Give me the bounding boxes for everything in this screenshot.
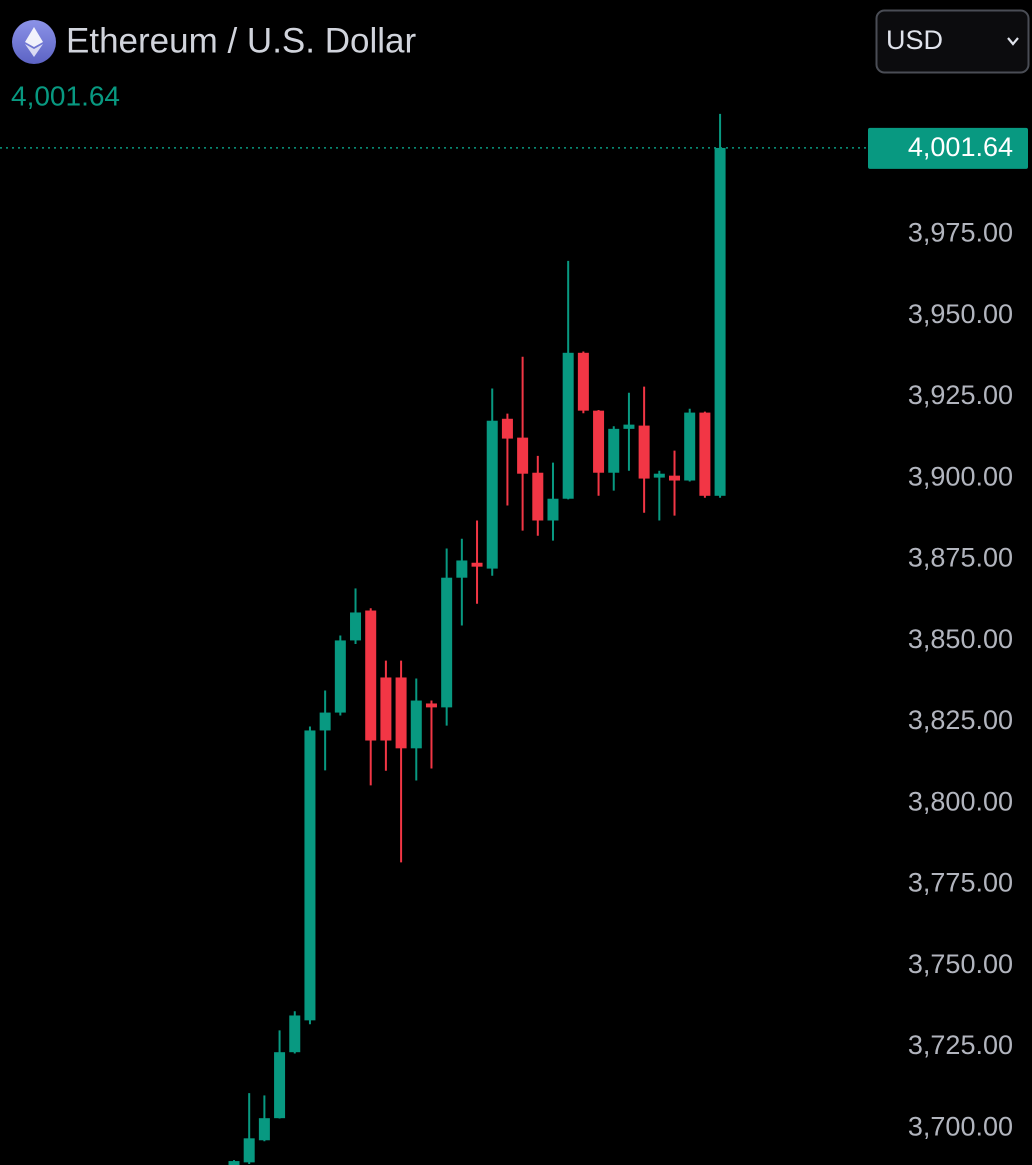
candle-body (289, 1015, 301, 1053)
candle-body (365, 610, 377, 741)
dropdown-label[interactable]: USD (886, 25, 943, 55)
eth-logo (12, 20, 56, 64)
candle-body (562, 352, 574, 499)
candle-body (350, 612, 362, 641)
candle-body (653, 473, 665, 478)
last-price-badge (868, 127, 1028, 169)
candle-body (410, 700, 422, 749)
candle-body (334, 640, 346, 713)
y-tick-label: 3,825.00 (908, 705, 1013, 735)
candle-body (304, 730, 316, 1021)
candle-body (532, 472, 544, 521)
y-tick-label: 3,975.00 (908, 218, 1013, 248)
y-tick-label: 3,925.00 (908, 380, 1013, 410)
candle-body (684, 412, 696, 481)
y-tick-label: 3,750.00 (908, 949, 1013, 979)
y-tick-label: 3,800.00 (908, 786, 1013, 816)
candle-body (395, 677, 407, 749)
candle-body (517, 437, 529, 474)
candle-body (501, 418, 513, 439)
candle-body (243, 1138, 255, 1163)
candle-body (577, 352, 589, 411)
candle-body (623, 424, 635, 429)
y-tick-label: 3,700.00 (908, 1111, 1013, 1141)
candle-body (441, 577, 453, 708)
last-price-label: 4,001.64 (908, 132, 1013, 162)
candle-body (319, 712, 331, 731)
candle-body (638, 425, 650, 479)
candle-body (380, 677, 392, 741)
dropdown-box[interactable] (875, 9, 1030, 74)
candle-body (699, 412, 711, 496)
dropdown-chevron (1007, 37, 1019, 46)
y-tick-label: 3,725.00 (908, 1030, 1013, 1060)
currency-dropdown[interactable]: USD (875, 9, 1030, 74)
candle-body (547, 498, 559, 521)
candle-body (425, 703, 437, 708)
candle-body (593, 410, 605, 473)
y-tick-label: 3,850.00 (908, 624, 1013, 654)
y-tick-label: 3,950.00 (908, 299, 1013, 329)
candle-body (228, 1161, 240, 1165)
y-tick-label: 3,775.00 (908, 868, 1013, 898)
candle-body (456, 560, 468, 578)
candle-body (471, 562, 483, 567)
y-tick-label: 3,900.00 (908, 461, 1013, 491)
candle-body (669, 475, 681, 481)
candle-body (608, 428, 620, 473)
header-price: 4,001.64 (11, 80, 120, 111)
chart-title: Ethereum / U.S. Dollar (66, 21, 416, 60)
y-tick-label: 3,875.00 (908, 543, 1013, 573)
candle-body (258, 1118, 270, 1141)
candle-body (274, 1052, 286, 1119)
candle-body (486, 420, 498, 569)
candle-body (714, 147, 726, 496)
